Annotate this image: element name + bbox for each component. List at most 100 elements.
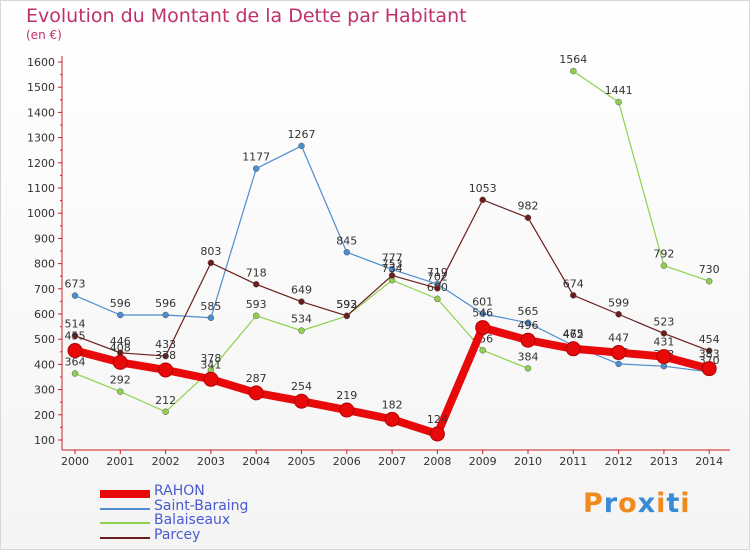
data-label-rahon: 546 xyxy=(472,307,493,320)
data-label-saint-baraing: 719 xyxy=(427,266,448,279)
data-point-parcey xyxy=(660,330,668,337)
y-tick-label: 600 xyxy=(34,308,55,321)
data-label-saint-baraing: 1267 xyxy=(288,128,316,141)
data-point-parcey xyxy=(252,281,260,288)
data-label-rahon: 447 xyxy=(608,332,629,345)
data-point-rahon xyxy=(565,341,581,357)
data-point-balaiseaux xyxy=(252,312,260,320)
x-tick-label: 2001 xyxy=(106,455,134,468)
y-tick-label: 1500 xyxy=(27,81,55,94)
data-point-saint-baraing xyxy=(479,310,486,317)
data-label-rahon: 383 xyxy=(699,348,720,361)
data-label-balaiseaux: 212 xyxy=(155,394,176,407)
data-point-parcey xyxy=(434,285,441,292)
proxiti-logo: Proxiti xyxy=(583,488,691,519)
legend-label: Saint-Baraing xyxy=(154,497,249,514)
x-tick-label: 2006 xyxy=(333,455,361,468)
data-label-balaiseaux: 592 xyxy=(336,298,357,311)
legend-swatch xyxy=(100,536,150,539)
legend-label: Balaiseaux xyxy=(154,512,231,528)
data-label-balaiseaux: 378 xyxy=(200,352,221,365)
data-point-balaiseaux xyxy=(71,370,79,377)
data-label-parcey: 649 xyxy=(291,284,312,297)
data-label-balaiseaux: 734 xyxy=(382,262,403,275)
y-tick-label: 900 xyxy=(34,232,55,245)
data-label-rahon: 219 xyxy=(336,389,357,402)
data-label-parcey: 1053 xyxy=(469,182,497,195)
data-point-balaiseaux xyxy=(162,408,169,416)
data-label-rahon: 462 xyxy=(563,328,584,341)
data-label-balaiseaux: 1564 xyxy=(559,53,587,66)
chart-unit: (en €) xyxy=(26,28,62,42)
data-label-rahon: 124 xyxy=(427,413,448,426)
y-tick-label: 1300 xyxy=(27,132,55,145)
data-label-balaiseaux: 730 xyxy=(699,263,720,276)
data-point-rahon xyxy=(339,402,355,418)
logo-letter: t xyxy=(666,488,681,519)
y-tick-label: 400 xyxy=(34,358,55,371)
data-point-balaiseaux xyxy=(434,295,441,303)
data-label-saint-baraing: 601 xyxy=(472,296,493,309)
data-label-parcey: 599 xyxy=(608,296,629,309)
logo-letter: x xyxy=(637,488,657,519)
y-tick-label: 700 xyxy=(34,283,55,296)
data-point-balaiseaux xyxy=(298,327,305,334)
legend-label: Parcey xyxy=(154,526,201,543)
data-label-parcey: 514 xyxy=(65,318,86,331)
data-point-parcey xyxy=(298,298,305,305)
data-point-rahon xyxy=(656,349,672,365)
data-label-rahon: 254 xyxy=(291,380,312,393)
data-label-parcey: 674 xyxy=(563,277,584,290)
data-point-rahon xyxy=(67,343,83,359)
data-point-saint-baraing xyxy=(117,311,124,319)
data-label-saint-baraing: 777 xyxy=(382,251,403,264)
data-point-rahon xyxy=(701,361,717,377)
data-label-saint-baraing: 475 xyxy=(563,328,584,341)
data-label-balaiseaux: 593 xyxy=(246,298,267,311)
legend-swatch xyxy=(100,490,150,498)
y-tick-label: 1200 xyxy=(27,157,55,170)
data-label-saint-baraing: 673 xyxy=(65,278,86,291)
y-tick-label: 1100 xyxy=(27,182,55,195)
x-tick-label: 2010 xyxy=(514,455,542,468)
x-tick-label: 2011 xyxy=(559,455,587,468)
data-label-parcey: 982 xyxy=(518,200,539,213)
data-label-parcey: 433 xyxy=(155,338,176,351)
data-label-saint-baraing: 1177 xyxy=(242,151,270,164)
data-label-rahon: 455 xyxy=(65,330,86,343)
data-label-balaiseaux: 364 xyxy=(65,355,86,368)
legend-swatch xyxy=(100,507,150,510)
data-point-rahon xyxy=(611,345,627,361)
data-point-rahon xyxy=(294,393,309,409)
data-point-saint-baraing xyxy=(71,292,79,299)
data-label-parcey: 593 xyxy=(336,298,357,311)
data-point-rahon xyxy=(429,426,445,442)
data-label-balaiseaux: 534 xyxy=(291,313,312,326)
data-point-parcey xyxy=(343,312,351,320)
data-point-balaiseaux xyxy=(705,277,713,285)
data-point-saint-baraing xyxy=(252,165,260,172)
data-label-balaiseaux: 792 xyxy=(653,248,674,261)
data-label-balaiseaux: 1441 xyxy=(605,84,633,97)
data-point-balaiseaux xyxy=(570,67,577,75)
data-point-parcey xyxy=(388,272,396,279)
data-point-parcey xyxy=(71,332,79,339)
data-point-parcey xyxy=(162,352,169,360)
data-point-rahon xyxy=(475,320,491,336)
data-label-parcey: 753 xyxy=(382,257,403,270)
logo-letter: o xyxy=(618,488,638,519)
x-tick-label: 2003 xyxy=(197,455,225,468)
x-tick-label: 2014 xyxy=(695,455,723,468)
x-tick-label: 2012 xyxy=(605,455,633,468)
x-tick-label: 2013 xyxy=(650,455,678,468)
data-point-saint-baraing xyxy=(162,311,169,319)
legend-label: RAHON xyxy=(154,483,205,499)
data-point-rahon xyxy=(248,385,264,401)
data-point-saint-baraing xyxy=(524,319,532,327)
y-tick-label: 1600 xyxy=(27,56,55,69)
data-label-rahon: 341 xyxy=(200,358,221,371)
x-tick-label: 2002 xyxy=(152,455,180,468)
data-label-parcey: 702 xyxy=(427,270,448,283)
data-point-parcey xyxy=(570,292,577,299)
data-point-balaiseaux xyxy=(660,262,668,269)
